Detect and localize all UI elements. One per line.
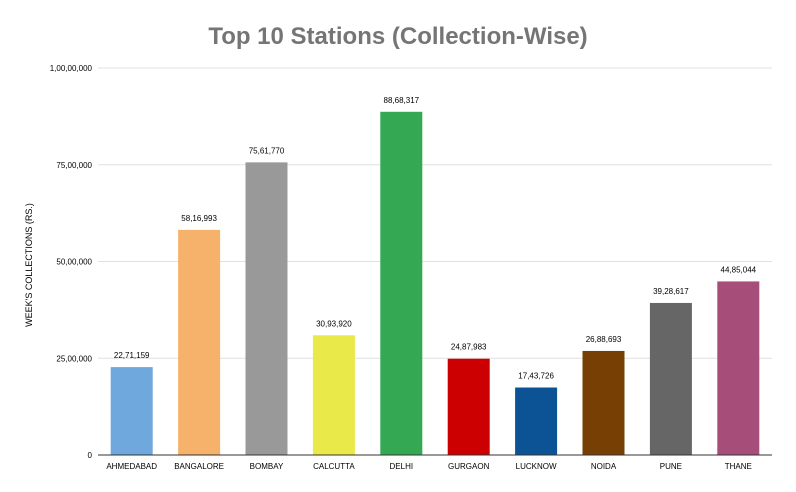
bar-bombay — [245, 162, 288, 455]
data-labels: 22,71,159 58,16,993 75,61,770 30,93,920 88,6… — [114, 96, 757, 381]
data-label-calcutta: 30,93,920 — [316, 319, 352, 328]
y-tick-label: 50,00,000 — [56, 258, 92, 267]
x-tick-label: NOIDA — [591, 462, 617, 471]
bar-thane — [717, 281, 760, 455]
bar-calcutta — [312, 335, 355, 455]
bar-lucknow — [515, 387, 558, 455]
x-tick-label: AHMEDABAD — [106, 462, 157, 471]
data-label-noida: 26,88,693 — [586, 335, 622, 344]
y-axis-label: WEEK'S COLLECTIONS (RS.) — [24, 203, 34, 327]
x-tick-label: BOMBAY — [250, 462, 284, 471]
data-label-lucknow: 17,43,726 — [518, 372, 554, 381]
data-label-thane: 44,85,044 — [721, 265, 757, 274]
x-tick-label: THANE — [725, 462, 752, 471]
data-label-ahmedabad: 22,71,159 — [114, 351, 150, 360]
bar-gurgaon — [447, 358, 490, 455]
data-label-pune: 39,28,617 — [653, 287, 689, 296]
y-axis-ticks: 0 25,00,000 50,00,000 75,00,000 1,00,00,000 — [50, 64, 93, 460]
x-tick-label: LUCKNOW — [516, 462, 557, 471]
x-tick-label: GURGAON — [448, 462, 490, 471]
bar-noida — [582, 350, 625, 455]
bars — [110, 111, 760, 455]
x-axis-ticks: AHMEDABAD BANGALORE BOMBAY CALCUTTA DELHI GUR… — [106, 462, 752, 471]
bar-delhi — [380, 111, 423, 455]
data-label-gurgaon: 24,87,983 — [451, 343, 487, 352]
chart-title: Top 10 Stations (Collection-Wise) — [208, 23, 587, 50]
data-label-bombay: 75,61,770 — [249, 146, 285, 155]
x-tick-label: PUNE — [660, 462, 682, 471]
bar-pune — [649, 302, 692, 455]
x-tick-label: BANGALORE — [174, 462, 224, 471]
y-tick-label: 1,00,00,000 — [50, 64, 93, 73]
x-tick-label: DELHI — [390, 462, 414, 471]
bar-ahmedabad — [110, 367, 153, 455]
data-label-delhi: 88,68,317 — [384, 96, 420, 105]
bar-bangalore — [178, 229, 221, 455]
y-tick-label: 75,00,000 — [56, 161, 92, 170]
y-tick-label: 25,00,000 — [56, 354, 92, 363]
y-tick-label: 0 — [88, 451, 93, 460]
data-label-bangalore: 58,16,993 — [181, 214, 217, 223]
x-tick-label: CALCUTTA — [313, 462, 355, 471]
